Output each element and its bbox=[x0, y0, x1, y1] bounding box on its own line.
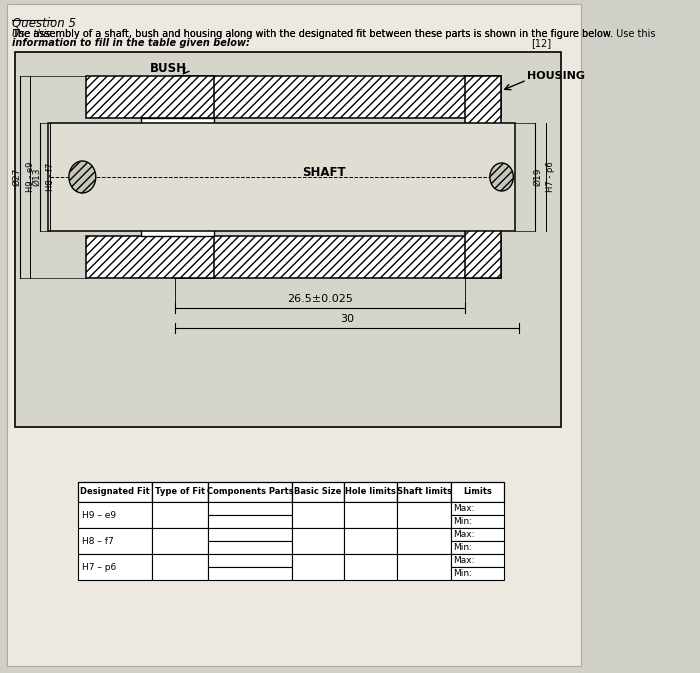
Text: Max:: Max: bbox=[454, 504, 475, 513]
Bar bbox=[451, 541, 504, 554]
Text: H8 – f7: H8 – f7 bbox=[81, 536, 113, 546]
Bar bbox=[175, 236, 500, 278]
Bar bbox=[15, 52, 561, 427]
Bar bbox=[175, 76, 500, 118]
Text: Max:: Max: bbox=[454, 530, 475, 539]
Text: Basic Size: Basic Size bbox=[294, 487, 342, 497]
Bar bbox=[208, 515, 292, 528]
Text: Min:: Min: bbox=[454, 569, 473, 578]
Bar bbox=[153, 502, 208, 528]
Text: H9 - e9: H9 - e9 bbox=[26, 162, 35, 192]
Text: The assembly of a shaft, bush and housing along with the designated fit between : The assembly of a shaft, bush and housin… bbox=[12, 29, 655, 39]
Text: Min:: Min: bbox=[454, 543, 473, 552]
Bar bbox=[153, 554, 208, 580]
Bar bbox=[292, 502, 344, 528]
Text: HOUSING: HOUSING bbox=[527, 71, 584, 81]
Bar bbox=[292, 482, 344, 502]
Bar bbox=[292, 554, 344, 580]
Bar bbox=[451, 567, 504, 580]
Text: Hole limits: Hole limits bbox=[345, 487, 396, 497]
Bar bbox=[78, 482, 153, 502]
Bar bbox=[451, 554, 504, 567]
Text: SHAFT: SHAFT bbox=[302, 166, 345, 180]
Text: Designated Fit: Designated Fit bbox=[80, 487, 150, 497]
Bar bbox=[48, 123, 515, 231]
Bar bbox=[344, 554, 398, 580]
Bar bbox=[344, 528, 398, 554]
Text: Type of Fit: Type of Fit bbox=[155, 487, 205, 497]
Bar bbox=[398, 528, 451, 554]
Bar bbox=[451, 515, 504, 528]
Bar bbox=[78, 528, 153, 554]
Text: Question 5: Question 5 bbox=[12, 17, 76, 30]
Circle shape bbox=[69, 161, 96, 193]
Text: Max:: Max: bbox=[454, 556, 475, 565]
Text: The assembly of a shaft, bush and housing along with the designated fit between : The assembly of a shaft, bush and housin… bbox=[12, 29, 616, 39]
Text: Ø13: Ø13 bbox=[32, 168, 41, 186]
Text: Components Parts: Components Parts bbox=[206, 487, 293, 497]
Bar bbox=[208, 502, 292, 515]
Bar bbox=[141, 118, 214, 236]
Bar bbox=[344, 482, 398, 502]
Bar bbox=[451, 482, 504, 502]
Text: Limits: Limits bbox=[463, 487, 492, 497]
Bar bbox=[451, 502, 504, 515]
Bar bbox=[466, 76, 500, 278]
Bar bbox=[85, 236, 214, 278]
Bar bbox=[398, 502, 451, 528]
Text: information to fill in the table given below:: information to fill in the table given b… bbox=[12, 38, 250, 48]
Text: BUSH: BUSH bbox=[150, 61, 187, 75]
Bar bbox=[78, 502, 153, 528]
Text: [12]: [12] bbox=[531, 38, 551, 48]
Text: Use this: Use this bbox=[12, 29, 51, 39]
Bar bbox=[208, 554, 292, 567]
Bar bbox=[451, 528, 504, 541]
Bar bbox=[78, 554, 153, 580]
Bar bbox=[344, 502, 398, 528]
Bar bbox=[398, 554, 451, 580]
Text: Ø19: Ø19 bbox=[533, 168, 542, 186]
Bar bbox=[208, 567, 292, 580]
Text: H9 – e9: H9 – e9 bbox=[81, 511, 116, 520]
Bar bbox=[208, 541, 292, 554]
Bar bbox=[153, 482, 208, 502]
Bar bbox=[175, 118, 466, 236]
Text: H8 - f7: H8 - f7 bbox=[46, 163, 55, 191]
Bar bbox=[85, 76, 214, 118]
Bar bbox=[208, 528, 292, 541]
Text: 26.5±0.025: 26.5±0.025 bbox=[287, 294, 353, 304]
Text: H7 - p6: H7 - p6 bbox=[546, 162, 555, 192]
Text: Min:: Min: bbox=[454, 517, 473, 526]
Bar bbox=[398, 482, 451, 502]
Text: H7 – p6: H7 – p6 bbox=[81, 563, 116, 571]
Text: Shaft limits: Shaft limits bbox=[397, 487, 452, 497]
Circle shape bbox=[490, 163, 513, 191]
Text: 30: 30 bbox=[340, 314, 354, 324]
Bar bbox=[292, 528, 344, 554]
Bar bbox=[153, 528, 208, 554]
Bar bbox=[208, 482, 292, 502]
Bar bbox=[85, 118, 141, 236]
Text: Ø27: Ø27 bbox=[13, 168, 21, 186]
